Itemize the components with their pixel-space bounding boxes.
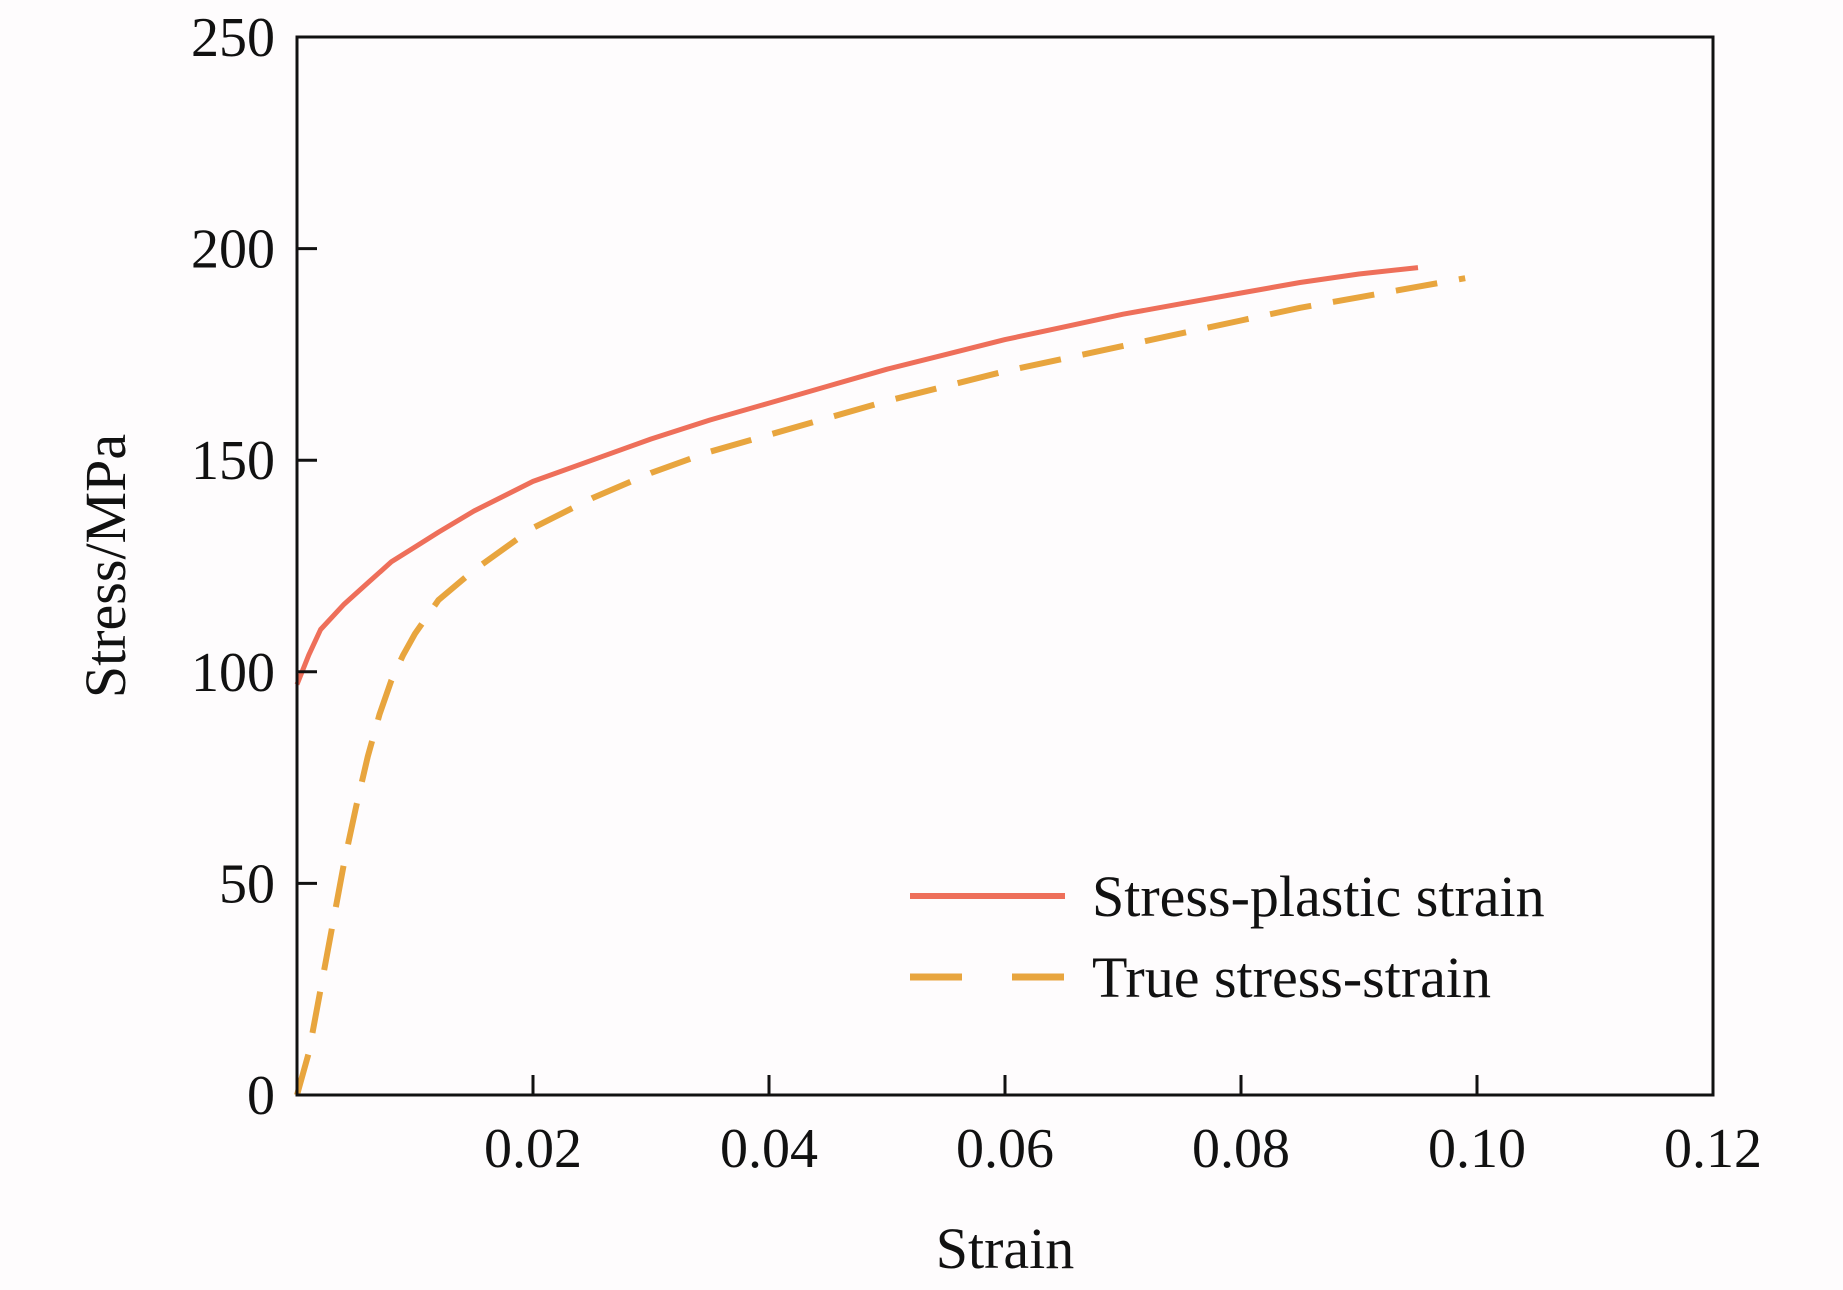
legend: Stress-plastic strain True stress-strain	[910, 864, 1545, 1010]
x-tick-label: 0.08	[1192, 1118, 1290, 1180]
y-tick-label: 0	[247, 1065, 275, 1127]
x-tick-label: 0.02	[484, 1118, 582, 1180]
x-axis-label: Strain	[936, 1216, 1075, 1281]
x-tick-label: 0.04	[720, 1118, 818, 1180]
y-tick-label: 150	[191, 430, 275, 492]
y-tick-label: 200	[191, 219, 275, 281]
series-layer	[294, 265, 1466, 1096]
legend-label: True stress-strain	[1092, 945, 1491, 1010]
x-tick-label: 0.10	[1428, 1118, 1526, 1180]
y-tick-label: 250	[191, 7, 275, 69]
y-axis-label: Stress/MPa	[73, 434, 138, 698]
y-tick-label: 100	[191, 642, 275, 704]
ticks-layer: 0.02 0.04 0.06 0.08 0.10 0.12 0 50 100 150 200 250	[191, 7, 1762, 1180]
stress-plastic-strain-line	[294, 265, 1419, 686]
x-tick-label: 0.12	[1664, 1118, 1762, 1180]
y-tick-label: 50	[219, 853, 275, 915]
x-tick-label: 0.06	[956, 1118, 1054, 1180]
legend-label: Stress-plastic strain	[1092, 864, 1545, 929]
true-stress-strain-line	[294, 275, 1466, 1096]
